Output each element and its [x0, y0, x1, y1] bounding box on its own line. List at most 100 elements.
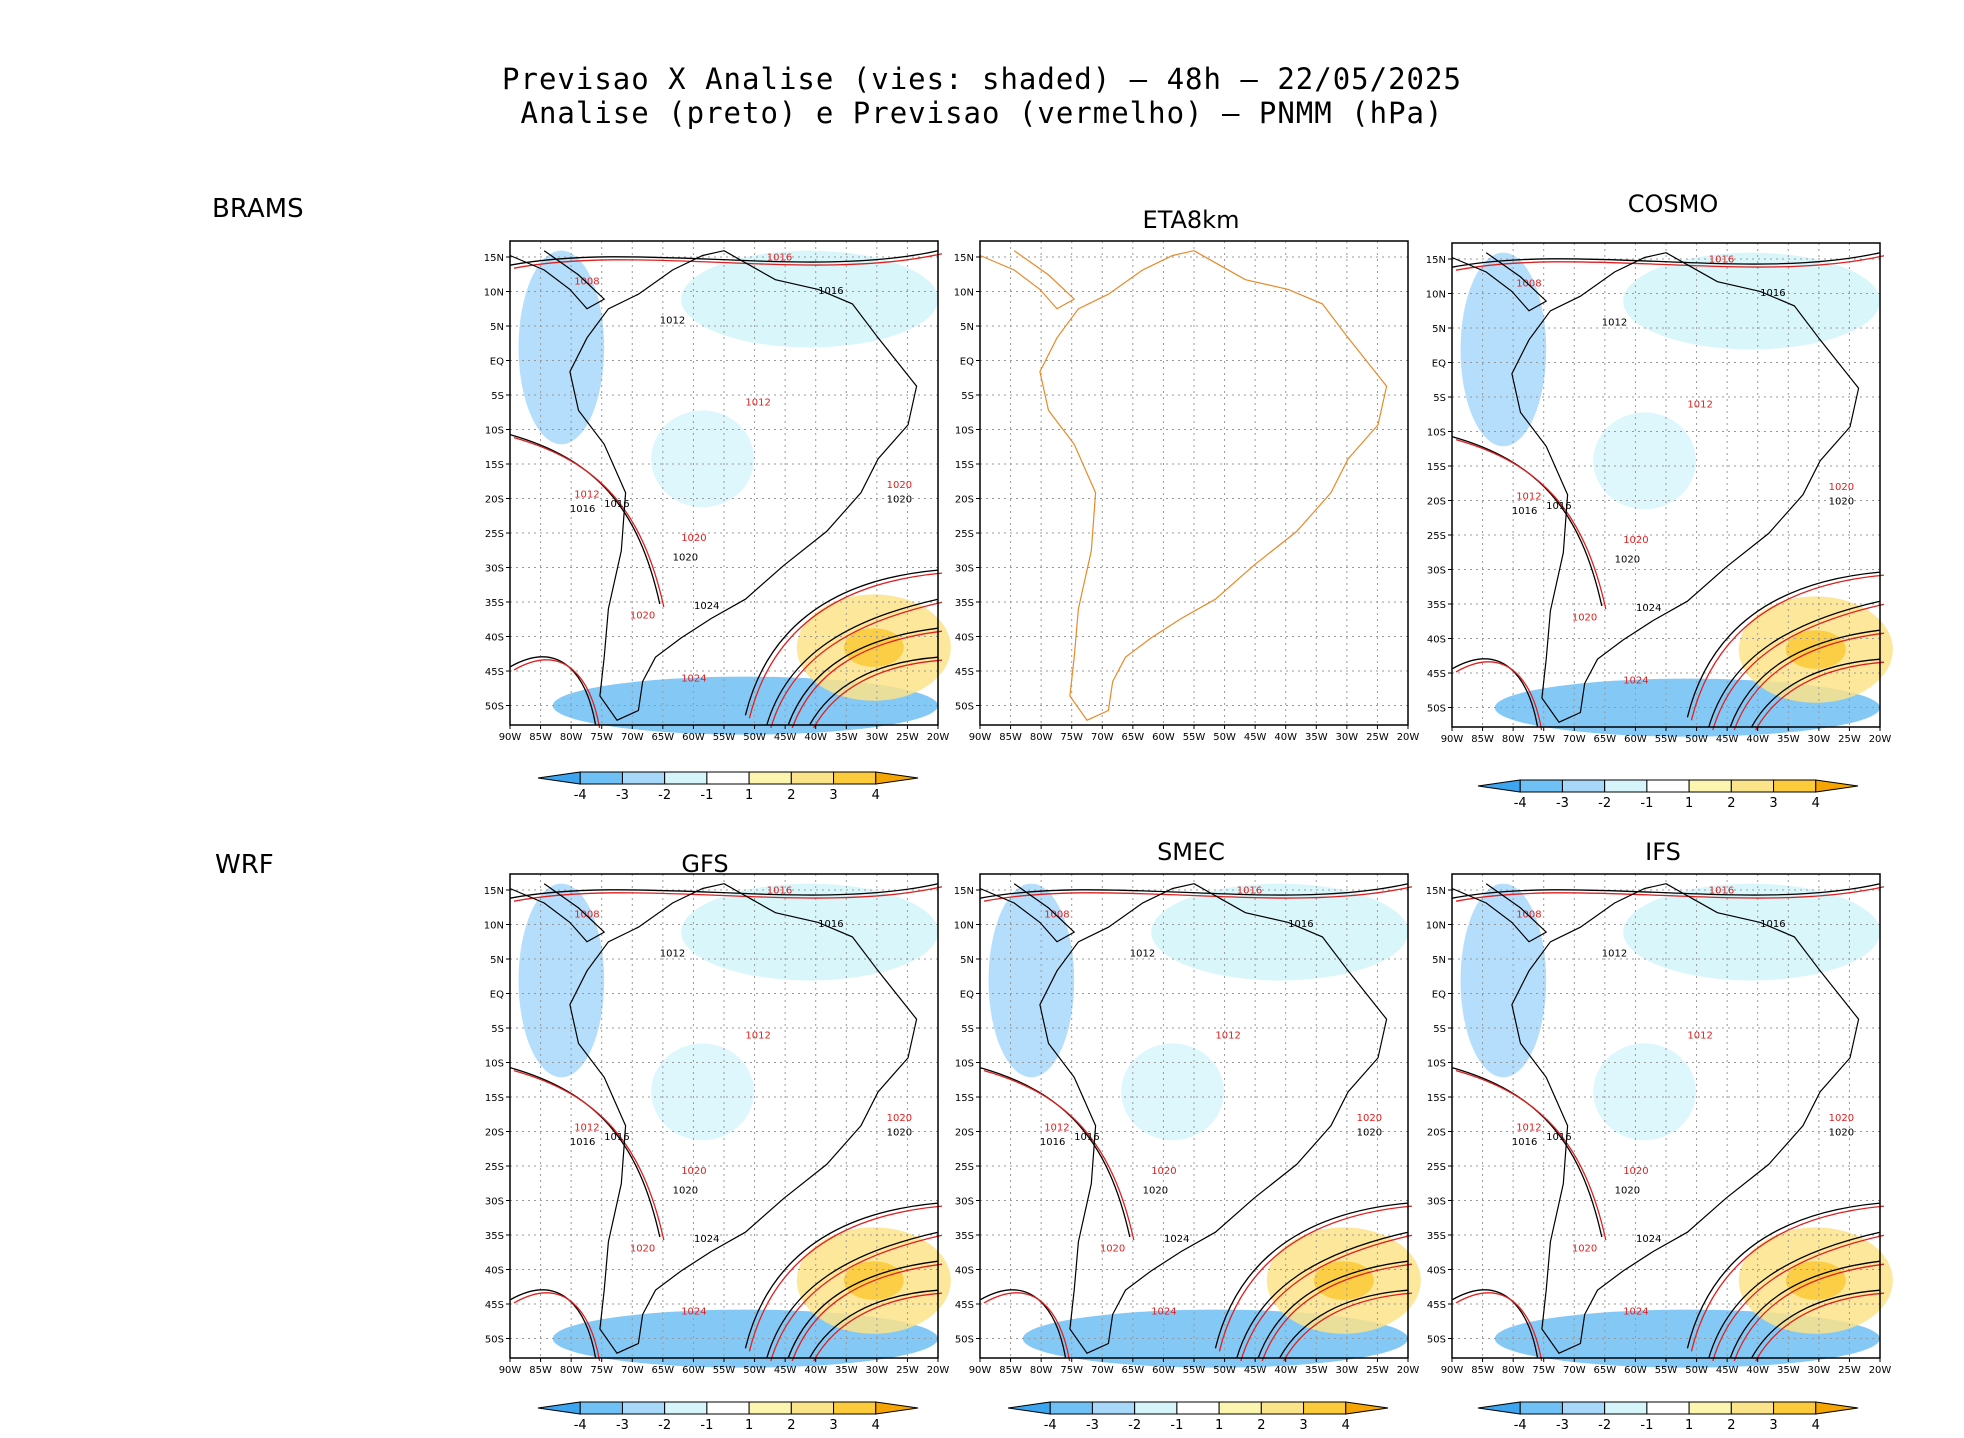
- map-panel-cosmo: 1016 1012 1016 1020 1024 1016 1020 1016 1008 1012…: [1412, 237, 1893, 757]
- bias-negative-area: [1121, 1043, 1224, 1141]
- lon-tick-label: 20W: [927, 1365, 950, 1376]
- lon-tick-label: 75W: [1060, 1365, 1083, 1376]
- forecast-isobar: [1218, 1205, 1413, 1352]
- lat-tick-label: 10S: [955, 1059, 974, 1070]
- forecast-isobar: [513, 1069, 665, 1241]
- lon-tick-label: 50W: [743, 1365, 766, 1376]
- isobar-label-forecast: 1020: [681, 1166, 706, 1177]
- colorbar-swatch: [1519, 1401, 1563, 1415]
- lat-tick-label: 40S: [485, 1266, 504, 1277]
- isobar-label-analysis: 1020: [1357, 1127, 1382, 1138]
- isobar-label-forecast: 1016: [767, 252, 792, 263]
- isobar-label-forecast: 1020: [1829, 1113, 1854, 1124]
- colorbar-label: 3: [1299, 1418, 1307, 1433]
- lon-tick-label: 35W: [1777, 1365, 1800, 1376]
- colorbar-swatch: [790, 771, 835, 785]
- isobar-label-forecast: 1016: [767, 885, 792, 896]
- lat-tick-label: 5S: [491, 1024, 504, 1035]
- central-america-outline: [509, 883, 606, 943]
- colorbar-label: 2: [787, 788, 795, 803]
- lon-tick-label: 35W: [1305, 732, 1328, 743]
- colorbar-swatch: [1773, 1401, 1817, 1415]
- isobar-label-analysis: 1016: [1546, 501, 1571, 512]
- lon-tick-label: 60W: [1624, 734, 1647, 745]
- colorbar-swatch: [579, 771, 623, 785]
- lat-tick-label: 15S: [485, 1093, 504, 1104]
- south-america-outline: [1039, 250, 1388, 721]
- lat-tick-label: 5N: [490, 955, 504, 966]
- lon-tick-label: 35W: [1305, 1365, 1328, 1376]
- isobar-label-forecast: 1012: [1687, 400, 1712, 411]
- map-panel-1: 1016 1012 1016 1020 1024 1016 1020 1016 1008 1012…: [470, 235, 951, 755]
- colorbar-swatch: [1561, 779, 1606, 793]
- bias-negative-area: [1593, 1043, 1696, 1141]
- isobar-label-forecast: 1012: [574, 1123, 599, 1134]
- colorbar-swatch: [1176, 1401, 1220, 1415]
- lat-tick-label: 5N: [1432, 955, 1446, 966]
- lon-tick-label: 55W: [1655, 1365, 1678, 1376]
- colorbar-label: 1: [745, 788, 753, 803]
- isobar-label-forecast: 1016: [1237, 885, 1262, 896]
- colorbar-swatch: [1815, 1401, 1859, 1415]
- colorbar-label: -2: [1598, 1418, 1611, 1433]
- forecast-isobar: [1712, 603, 1885, 731]
- forecast-isobar: [813, 1292, 943, 1362]
- colorbar-smec: -4 -3 -2 -1 1 2 3 4: [988, 1398, 1408, 1438]
- analysis-isobar: [1451, 252, 1881, 268]
- colorbar-swatch: [1134, 1401, 1178, 1415]
- colorbar-swatch: [664, 771, 708, 785]
- lat-tick-label: 10S: [485, 426, 504, 437]
- lon-tick-label: 60W: [682, 732, 705, 743]
- lat-tick-label: 50S: [955, 702, 974, 713]
- forecast-isobar: [1455, 661, 1543, 731]
- lon-tick-label: 80W: [560, 732, 583, 743]
- isobar-label-forecast: 1020: [681, 533, 706, 544]
- analysis-isobar: [1279, 1289, 1409, 1359]
- analysis-isobar: [809, 1289, 939, 1359]
- colorbar-label: 2: [787, 1418, 795, 1433]
- lat-tick-label: 15S: [1427, 1093, 1446, 1104]
- lon-tick-label: 75W: [590, 732, 613, 743]
- lat-tick-label: 45S: [955, 1300, 974, 1311]
- lon-tick-label: 30W: [866, 1365, 889, 1376]
- analysis-isobar: [1236, 1231, 1409, 1359]
- lon-tick-label: 70W: [621, 732, 644, 743]
- lon-tick-label: 30W: [1336, 1365, 1359, 1376]
- lon-tick-label: 80W: [1030, 732, 1053, 743]
- lat-tick-label: 10S: [1427, 1059, 1446, 1070]
- lon-tick-label: 75W: [1060, 732, 1083, 743]
- colorbar-label: -4: [1514, 1418, 1527, 1433]
- forecast-isobar: [1712, 1234, 1885, 1362]
- analysis-isobar: [979, 883, 1409, 899]
- forecast-isobar: [748, 572, 943, 719]
- lon-tick-label: 35W: [1777, 734, 1800, 745]
- bias-negative-area: [1623, 883, 1880, 981]
- south-america-outline: [569, 883, 918, 1354]
- isobar-label-forecast: 1024: [681, 673, 706, 684]
- colorbar-swatch: [706, 771, 750, 785]
- lat-tick-label: 15N: [954, 886, 974, 897]
- bias-negative-area: [681, 250, 938, 348]
- colorbar-swatch: [579, 1401, 623, 1415]
- colorbar-label: -1: [700, 1418, 713, 1433]
- colorbar-label: 4: [1812, 796, 1820, 811]
- lat-tick-label: 35S: [1427, 1231, 1446, 1242]
- lon-tick-label: 90W: [969, 1365, 992, 1376]
- lon-tick-label: 40W: [1746, 1365, 1769, 1376]
- colorbar-label: 1: [745, 1418, 753, 1433]
- forecast-isobar: [1455, 1292, 1543, 1362]
- lon-tick-label: 60W: [1152, 1365, 1175, 1376]
- panel-title-eta8km: ETA8km: [1142, 206, 1240, 234]
- lon-tick-label: 40W: [1746, 734, 1769, 745]
- analysis-isobar: [766, 598, 939, 726]
- lon-tick-label: 50W: [1685, 1365, 1708, 1376]
- lat-tick-label: 25S: [955, 1162, 974, 1173]
- lon-tick-label: 75W: [1532, 1365, 1555, 1376]
- isobar-label-forecast: 1020: [1572, 1244, 1597, 1255]
- lat-tick-label: 35S: [955, 598, 974, 609]
- forecast-isobar: [1240, 1234, 1413, 1362]
- colorbar-swatch: [621, 1401, 666, 1415]
- lat-tick-label: EQ: [960, 990, 974, 1001]
- panel-title-cosmo: COSMO: [1627, 190, 1719, 218]
